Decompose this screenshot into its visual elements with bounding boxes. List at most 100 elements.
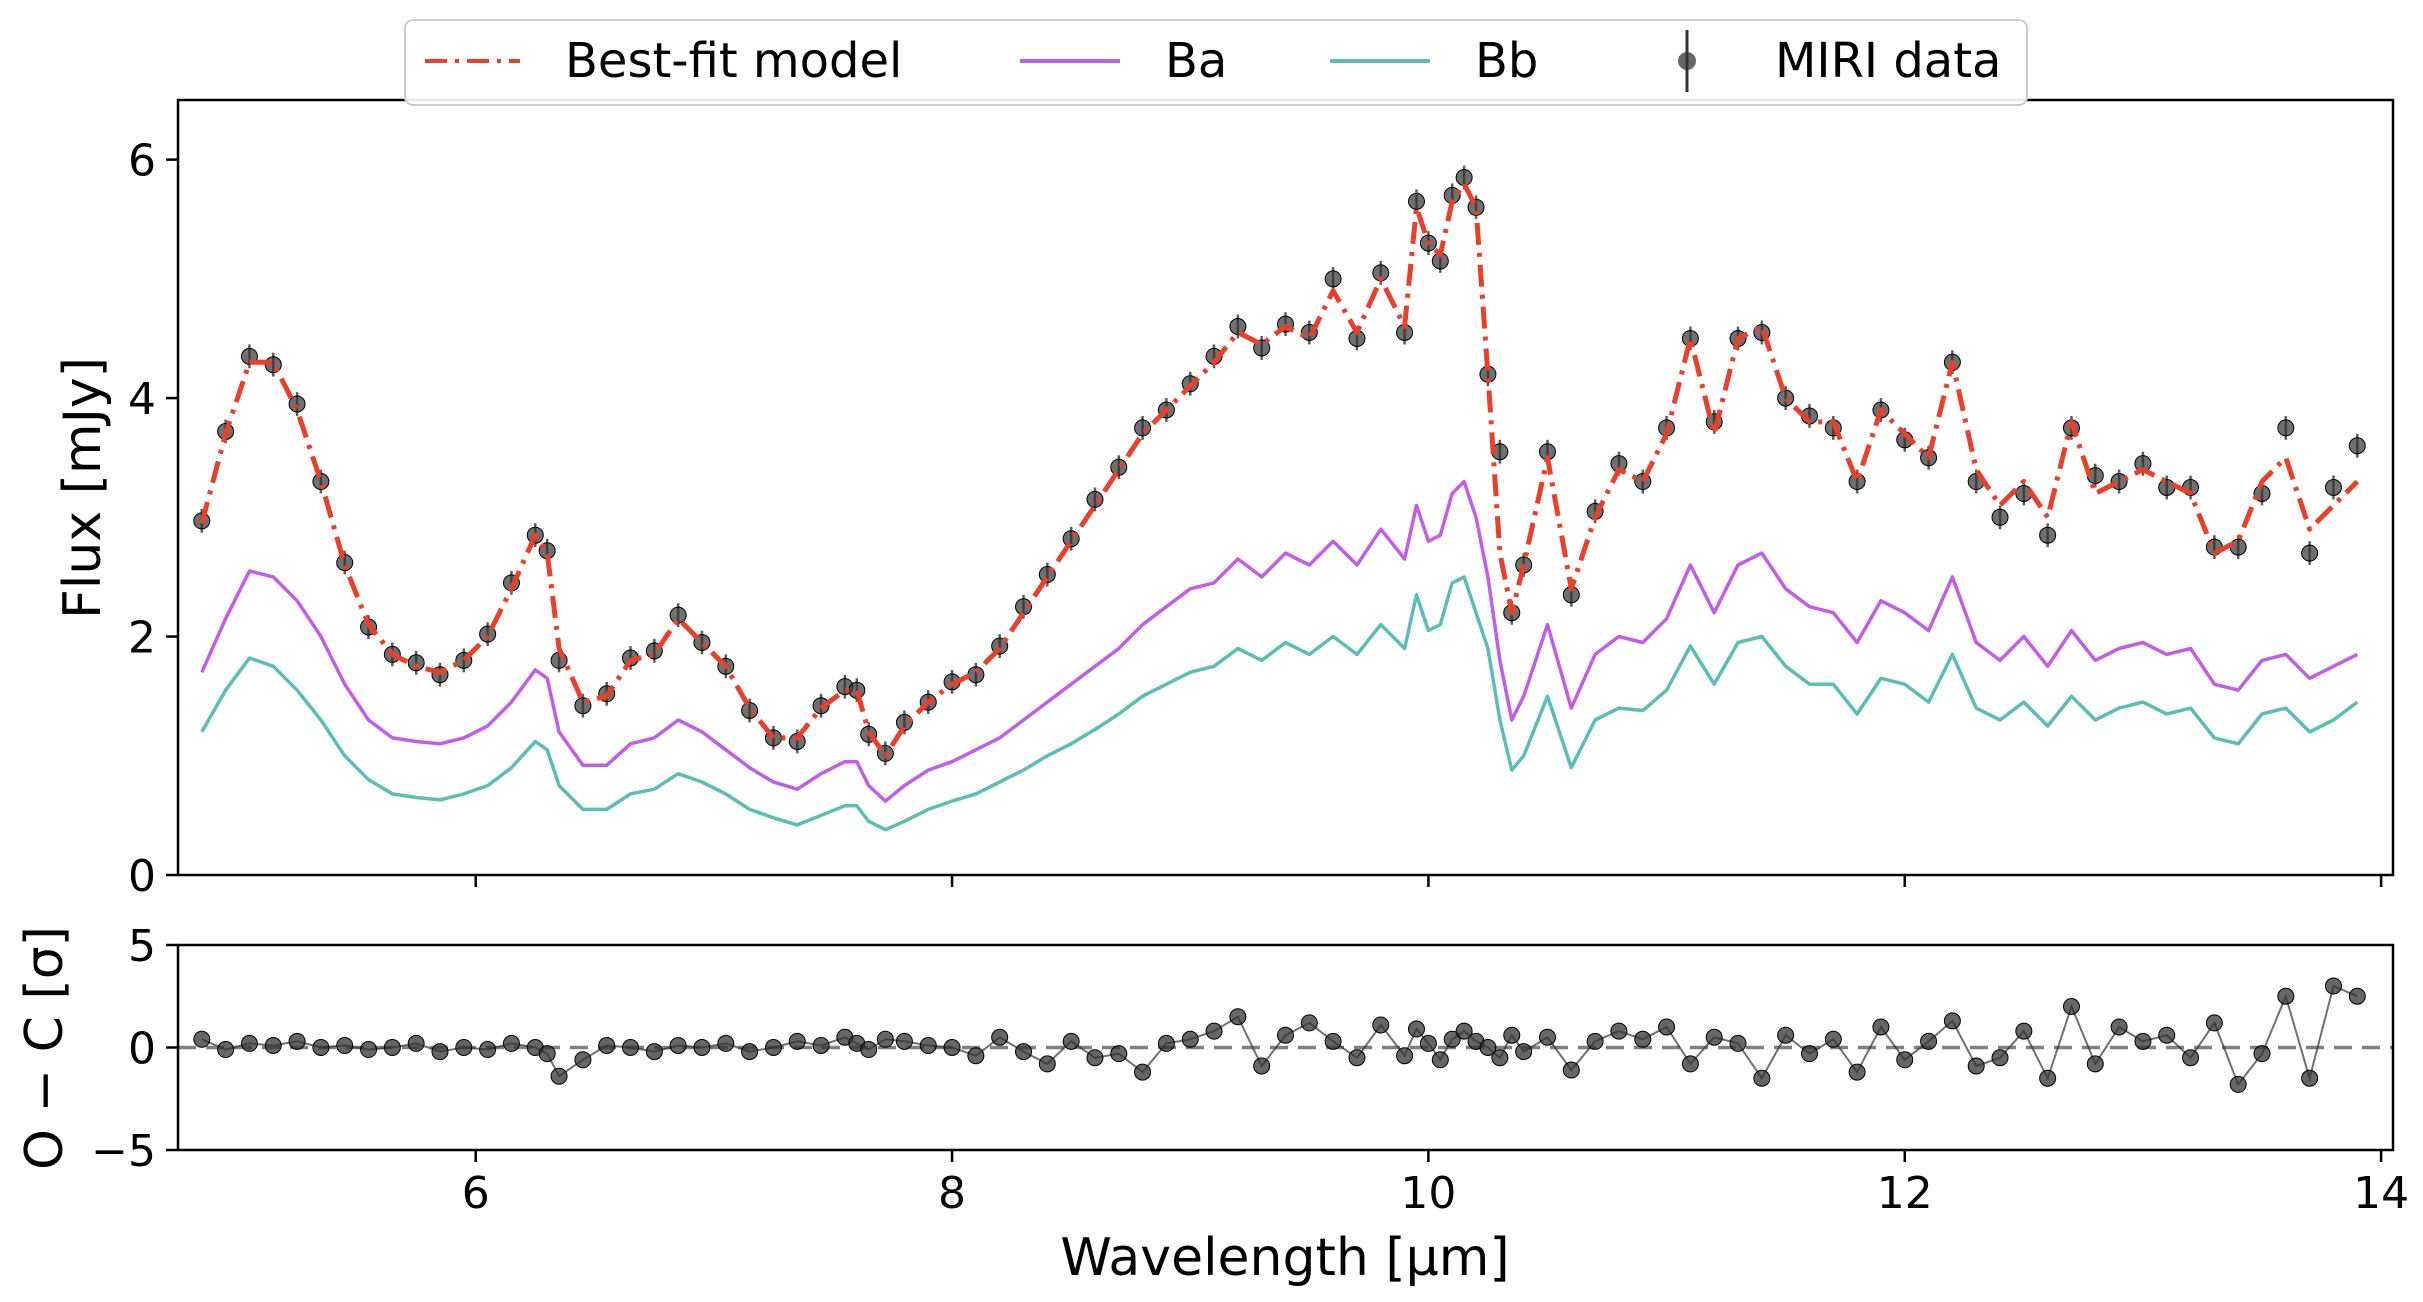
residual-point bbox=[574, 1051, 592, 1069]
residual-point bbox=[1538, 1028, 1556, 1046]
miri-data-point bbox=[1991, 508, 2009, 526]
residual-point bbox=[812, 1036, 830, 1054]
residual-point bbox=[1372, 1016, 1390, 1034]
residual-point bbox=[1431, 1051, 1449, 1069]
best-fit-model-line bbox=[199, 181, 2360, 759]
x-tick-label: 8 bbox=[938, 1168, 966, 1219]
residual-point bbox=[1943, 1012, 1961, 1030]
residual-point bbox=[538, 1045, 556, 1063]
miri-data-point bbox=[2229, 538, 2247, 556]
miri-data-point bbox=[788, 732, 806, 750]
residual-point bbox=[1134, 1063, 1152, 1081]
legend-data-label: MIRI data bbox=[1775, 33, 2001, 89]
residual-point bbox=[1586, 1032, 1604, 1050]
residual-point bbox=[312, 1039, 330, 1056]
miri-data-point bbox=[741, 701, 759, 719]
residual-point bbox=[1503, 1026, 1521, 1044]
spectrum-y-tick-label: 6 bbox=[128, 136, 156, 187]
residual-point bbox=[1824, 1030, 1842, 1048]
spectrum-y-tick-label: 0 bbox=[128, 851, 156, 902]
miri-data-point bbox=[1777, 389, 1795, 407]
residual-point bbox=[598, 1036, 616, 1054]
residual-point bbox=[2229, 1075, 2247, 1093]
legend-ba-label: Ba bbox=[1165, 33, 1227, 89]
residuals-y-ticks: −5 0 5 bbox=[91, 921, 178, 1177]
residual-point bbox=[1253, 1057, 1271, 1075]
residual-point bbox=[1324, 1032, 1342, 1050]
residuals-y-axis-label: O − C [σ] bbox=[15, 926, 75, 1170]
residual-point bbox=[1396, 1047, 1414, 1065]
residual-point bbox=[407, 1034, 425, 1052]
miri-data-point bbox=[312, 473, 330, 491]
residual-point bbox=[288, 1032, 306, 1050]
spectrum-axes-frame bbox=[176, 98, 2395, 877]
residual-point bbox=[1038, 1055, 1056, 1073]
miri-data-point bbox=[669, 606, 687, 624]
residual-point bbox=[1920, 1032, 1938, 1050]
residual-point bbox=[240, 1034, 258, 1052]
miri-data-point bbox=[2348, 437, 2366, 455]
residual-point bbox=[1705, 1028, 1723, 1046]
residual-point bbox=[895, 1032, 913, 1050]
residual-point bbox=[2301, 1069, 2319, 1087]
miri-data-point bbox=[2301, 544, 2319, 562]
residual-point bbox=[479, 1041, 497, 1059]
spectrum-y-ticks: 0 2 4 6 bbox=[128, 136, 178, 902]
residual-point bbox=[455, 1039, 473, 1056]
residual-point bbox=[336, 1036, 354, 1054]
residuals-panel: −5 0 5 6 8 10 12 14 O − C [σ] Wavelength [μm] bbox=[15, 921, 2409, 1288]
residual-point bbox=[1896, 1051, 1914, 1069]
residual-point bbox=[360, 1041, 378, 1059]
residual-point bbox=[1205, 1022, 1223, 1040]
residual-point bbox=[1848, 1063, 1866, 1081]
residual-point bbox=[1515, 1043, 1533, 1061]
residual-point bbox=[1110, 1045, 1128, 1063]
residual-point bbox=[2277, 987, 2295, 1005]
miri-data-point bbox=[479, 625, 497, 643]
residual-point bbox=[1634, 1030, 1652, 1048]
residual-point bbox=[1800, 1045, 1818, 1063]
residual-point bbox=[919, 1036, 937, 1054]
residual-point bbox=[2062, 998, 2080, 1015]
miri-data-point bbox=[1134, 419, 1152, 437]
legend: Best-fit model Ba Bb MIRI data bbox=[404, 19, 2028, 106]
spectrum-panel: 0 2 4 6 Flux [mJy] bbox=[53, 98, 2395, 902]
residual-point bbox=[764, 1039, 782, 1056]
residual-point bbox=[788, 1032, 806, 1050]
residual-point bbox=[550, 1067, 568, 1085]
miri-data-point bbox=[2158, 479, 2176, 496]
residual-point bbox=[2205, 1014, 2223, 1032]
residual-point bbox=[431, 1043, 449, 1061]
residual-point bbox=[193, 1030, 211, 1048]
residual-point bbox=[2134, 1032, 2152, 1050]
x-tick-label: 14 bbox=[2353, 1168, 2409, 1219]
residual-point bbox=[1455, 1022, 1473, 1040]
residual-point bbox=[876, 1030, 894, 1048]
miri-data-point bbox=[2324, 479, 2342, 496]
residual-point bbox=[2015, 1022, 2033, 1040]
residuals-x-ticks: 6 8 10 12 14 bbox=[462, 1150, 2409, 1219]
residual-point bbox=[669, 1036, 687, 1054]
miri-data-point bbox=[288, 395, 306, 413]
miri-data-point bbox=[550, 651, 568, 669]
ba-line bbox=[200, 479, 2359, 803]
residual-point bbox=[1991, 1049, 2009, 1067]
residual-point bbox=[2086, 1055, 2104, 1073]
spectrum-y-tick-label: 2 bbox=[128, 613, 156, 664]
residual-point bbox=[1062, 1032, 1080, 1050]
miri-data-point bbox=[1110, 458, 1128, 476]
residual-point bbox=[383, 1039, 401, 1056]
residual-point bbox=[741, 1043, 759, 1061]
residual-point bbox=[502, 1034, 520, 1052]
x-axis-label: Wavelength [μm] bbox=[1060, 1228, 1509, 1288]
residual-point bbox=[1753, 1069, 1771, 1087]
bb-line bbox=[200, 575, 2359, 832]
residual-point bbox=[2348, 987, 2366, 1005]
miri-data-point bbox=[1324, 270, 1342, 288]
residual-point bbox=[860, 1041, 878, 1059]
residual-point bbox=[1348, 1049, 1366, 1067]
x-tick-label: 12 bbox=[1877, 1168, 1933, 1219]
residual-point bbox=[1610, 1022, 1628, 1040]
residual-point bbox=[967, 1047, 985, 1065]
